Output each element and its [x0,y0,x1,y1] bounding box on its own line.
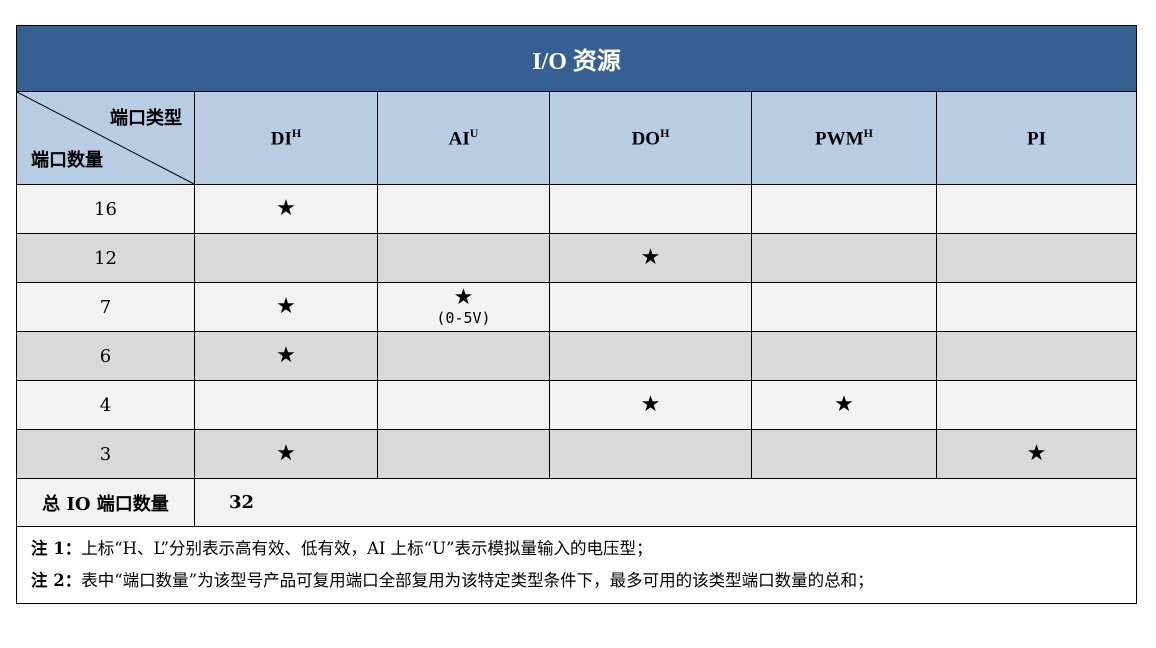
cell-pwm [751,184,937,234]
cell-ai [377,429,550,479]
port-count: 16 [16,184,195,234]
cell-pi [935,184,1138,234]
column-header-pi: PI [935,91,1138,185]
column-header-pwm: PWMH [751,91,937,185]
cell-do [549,282,752,332]
notes: 注 1：上标“H、L”分别表示高有效、低有效，AI 上标“U”表示模拟量输入的电… [15,526,1138,604]
column-header-do: DOH [549,91,752,185]
cell-di: ★ [194,282,378,332]
table-row: 4 ★ ★ [16,380,1138,430]
cell-di [194,380,378,430]
ai-range-note: (0-5V) [436,309,491,327]
cell-do [549,331,752,381]
star-icon: ★ [276,294,296,319]
star-icon: ★ [1026,441,1047,466]
port-count: 3 [16,429,195,479]
cell-do: ★ [549,380,752,430]
cell-pi [935,331,1138,381]
star-icon: ★ [640,392,661,417]
port-count: 7 [16,282,195,332]
port-count: 4 [16,380,195,430]
star-icon: ★ [276,196,296,221]
table-row: 6 ★ [16,331,1138,381]
note-1: 注 1：上标“H、L”分别表示高有效、低有效，AI 上标“U”表示模拟量输入的电… [31,539,653,558]
cell-pwm [751,429,937,479]
port-count: 6 [16,331,195,381]
table-row: 16 ★ [16,184,1138,234]
corner-header: 端口类型 端口数量 [16,91,195,185]
cell-pi [935,380,1138,430]
cell-pi [935,282,1138,332]
cell-di: ★ [194,184,378,234]
port-type-label: 端口类型 [110,108,182,129]
cell-do [549,429,752,479]
cell-di [194,233,378,283]
cell-do: ★ [549,233,752,283]
star-icon: ★ [834,392,854,417]
cell-ai [377,233,550,283]
table-title: I/O 资源 [15,25,1138,92]
star-icon: ★ [276,343,296,368]
cell-pi: ★ [935,429,1138,479]
cell-pwm: ★ [751,380,937,430]
star-icon: ★ [453,285,474,310]
cell-di: ★ [194,429,378,479]
star-icon: ★ [640,245,661,270]
total-label: 总 IO 端口数量 [16,478,195,527]
note-2: 注 2：表中“端口数量”为该型号产品可复用端口全部复用为该特定类型条件下，最多可… [31,571,874,590]
cell-pwm [751,331,937,381]
table-row: 3 ★ ★ [16,429,1138,479]
cell-ai [377,331,550,381]
cell-ai [377,380,550,430]
cell-do [549,184,752,234]
io-resource-table: I/O 资源 端口类型 端口数量 DIH AIU DOH PWMH PI 16 ★ 12 ★ 7… [15,25,1138,604]
table-row: 12 ★ [16,233,1138,283]
cell-pi [935,233,1138,283]
column-header-ai: AIU [377,91,550,185]
diagonal-line [17,92,194,184]
table-row: 7 ★ ★ (0-5V) [16,282,1138,332]
cell-ai: ★ (0-5V) [377,282,550,332]
cell-pwm [751,282,937,332]
total-value: 32 [193,478,1138,527]
cell-pwm [751,233,937,283]
star-icon: ★ [276,441,296,466]
cell-di: ★ [194,331,378,381]
port-count-label: 端口数量 [31,150,103,171]
port-count: 12 [16,233,195,283]
cell-ai [377,184,550,234]
column-header-di: DIH [194,91,378,185]
